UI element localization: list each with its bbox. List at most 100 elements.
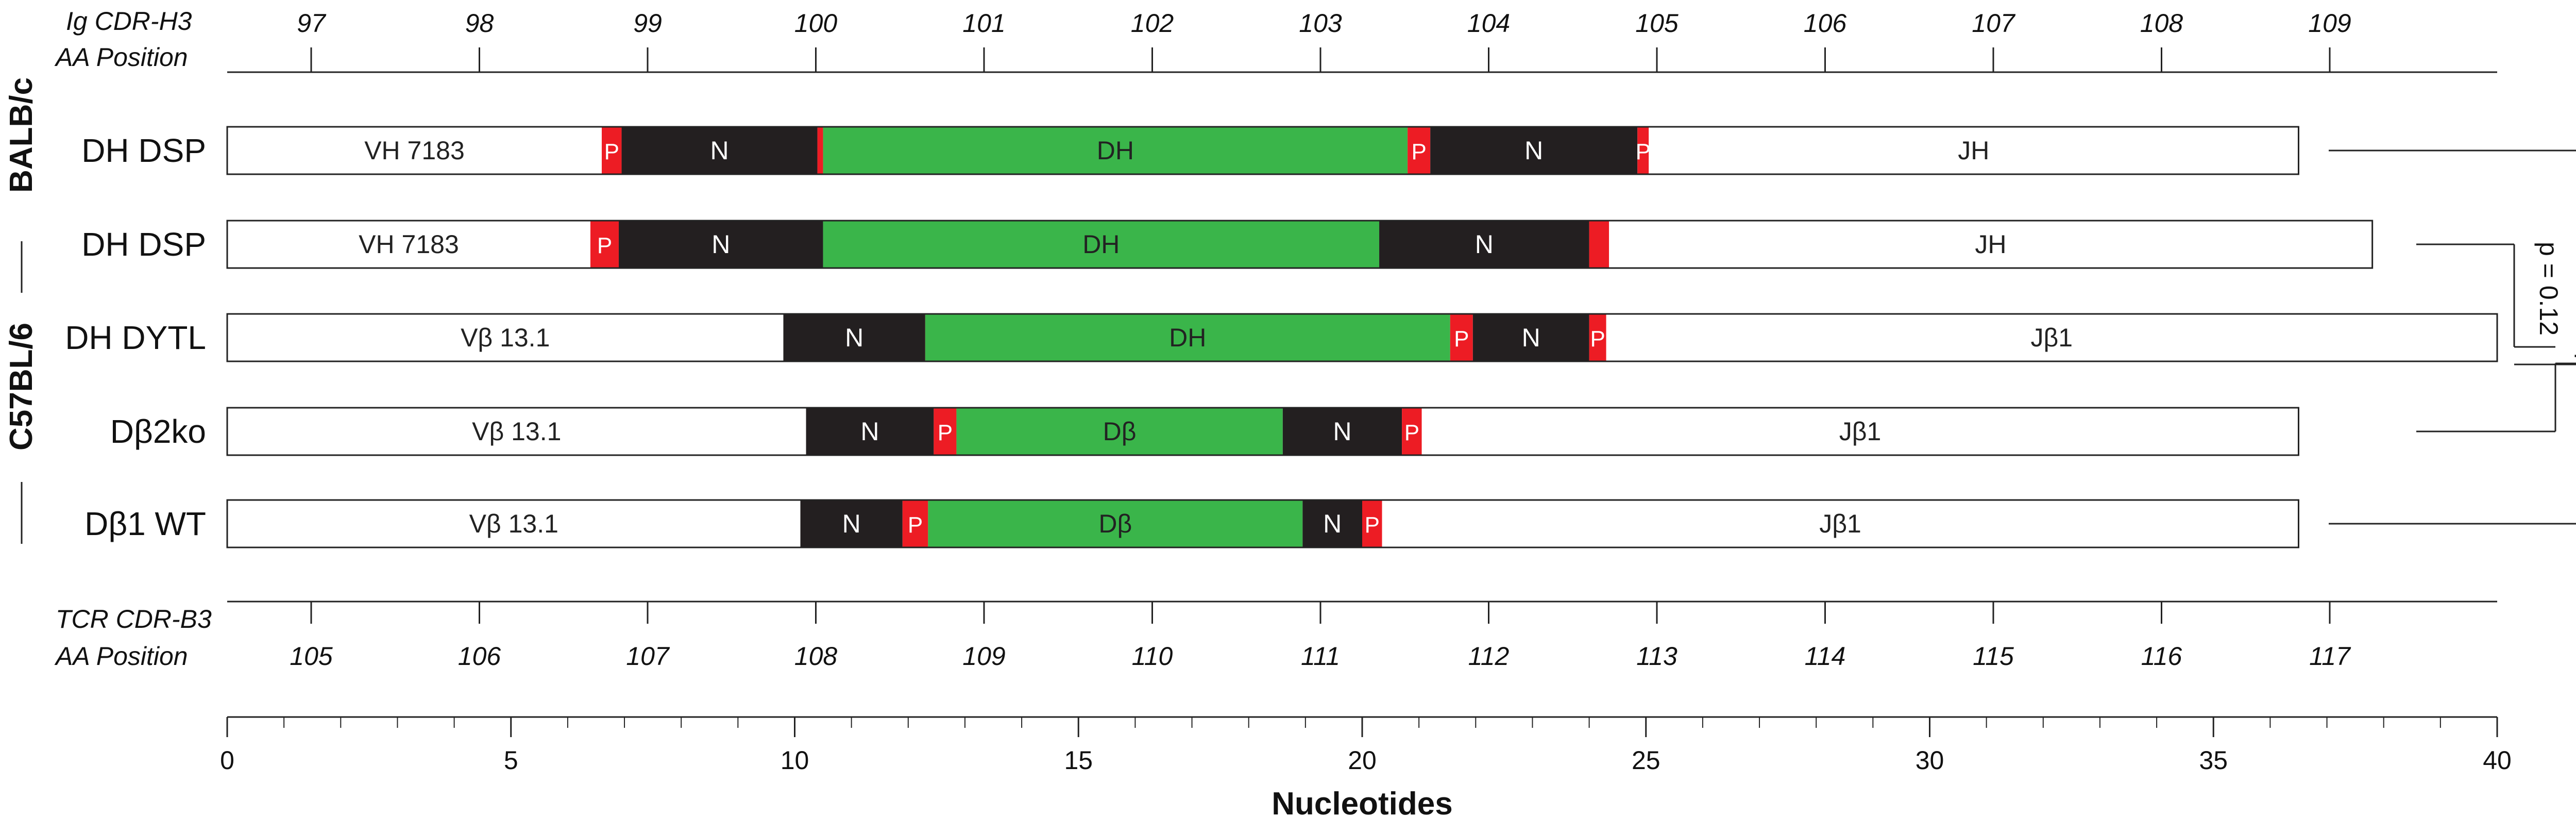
segment-label: N bbox=[845, 323, 863, 352]
top-axis-tick-label: 108 bbox=[2140, 9, 2183, 38]
segment-label: Dβ bbox=[1103, 417, 1137, 446]
nucleotide-axis-tick-label: 15 bbox=[1064, 746, 1093, 775]
top-axis-tick-label: 109 bbox=[2308, 9, 2351, 38]
sequence-row: DH DSP VH 7183 P N DH N JH bbox=[81, 220, 2374, 269]
d-region-segment bbox=[928, 500, 1303, 547]
n-region-segment bbox=[806, 408, 934, 455]
nucleotide-axis-title: Nucleotides bbox=[1272, 786, 1452, 822]
n-region-segment bbox=[783, 314, 925, 361]
top-axis-tick-label: 107 bbox=[1972, 9, 2016, 38]
p-region-segment bbox=[1589, 221, 1609, 268]
n-region-segment bbox=[1302, 500, 1362, 547]
germline-flank-segment bbox=[1382, 500, 2299, 547]
row-label: Dβ1 WT bbox=[84, 505, 206, 542]
p-region-segment bbox=[1402, 408, 1422, 455]
segment-label: DH bbox=[1082, 230, 1120, 259]
row-label: DH DYTL bbox=[65, 319, 206, 356]
germline-flank-segment bbox=[1609, 221, 2372, 268]
nucleotide-axis-tick-label: 20 bbox=[1348, 746, 1377, 775]
p-region-segment bbox=[1362, 500, 1382, 547]
bottom-axis-title-line1: TCR CDR-B3 bbox=[56, 605, 212, 634]
segment-label: N bbox=[1333, 417, 1351, 446]
germline-flank-segment bbox=[227, 127, 602, 174]
sequence-row: Dβ1 WT Vβ 13.1 N P Dβ N P Jβ1 bbox=[84, 499, 2299, 548]
strain-label-balbc: BALB/c bbox=[4, 77, 39, 193]
segment-label: N bbox=[711, 230, 730, 259]
nucleotide-axis-tick-label: 35 bbox=[2199, 746, 2228, 775]
significance-bracket: p = 0.005 bbox=[2416, 353, 2576, 461]
segment-label: N bbox=[1475, 230, 1494, 259]
p-region-segment bbox=[934, 408, 957, 455]
strain-labels: BALB/c C57BL/6 bbox=[4, 77, 39, 544]
segment-label: DH bbox=[1169, 323, 1206, 352]
tcr-cdr-b3-aa-axis: TCR CDR-B3 AA Position 105 106 107 108 109 11… bbox=[54, 601, 2497, 671]
significance-bracket: p = 0.02 bbox=[2329, 523, 2576, 525]
d-region-segment bbox=[823, 127, 1408, 174]
bottom-axis-title-line2: AA Position bbox=[54, 642, 188, 671]
nucleotide-axis-tick-label: 0 bbox=[220, 746, 234, 775]
segment-label: N bbox=[842, 509, 861, 538]
d-region-segment bbox=[823, 221, 1380, 268]
segment-label: N bbox=[1524, 136, 1543, 165]
p-region-label: P bbox=[908, 512, 923, 538]
bottom-aa-axis-tick-label: 106 bbox=[458, 642, 501, 671]
p-region-label: P bbox=[597, 233, 612, 258]
segment-label: Jβ1 bbox=[1839, 417, 1882, 446]
p-region-label: P bbox=[1636, 139, 1651, 164]
sequence-row: DH DYTL Vβ 13.1 N DH P N P Jβ1 bbox=[65, 313, 2498, 362]
segment-label: N bbox=[710, 136, 728, 165]
p-region-segment bbox=[1637, 127, 1649, 174]
segment-label: N bbox=[1323, 509, 1342, 538]
row-outline bbox=[226, 313, 2498, 362]
row-outline bbox=[226, 499, 2299, 548]
segment-label: N bbox=[1522, 323, 1540, 352]
p-region-label: P bbox=[1590, 326, 1605, 352]
bottom-aa-axis-tick-label: 111 bbox=[1301, 642, 1340, 671]
segment-label: Vβ 13.1 bbox=[469, 509, 558, 538]
segment-label: Jβ1 bbox=[2031, 323, 2073, 352]
segment-label: Jβ1 bbox=[1819, 509, 1861, 538]
p-region-segment bbox=[1589, 314, 1606, 361]
bottom-aa-axis-tick-label: 109 bbox=[962, 642, 1005, 671]
row-label: Dβ2ko bbox=[110, 413, 206, 450]
ig-cdr-h3-aa-axis: Ig CDR-H3 AA Position 97 98 99 100 101 102 103… bbox=[54, 7, 2497, 73]
segment-label: JH bbox=[1958, 136, 1989, 165]
p-region-label: P bbox=[1404, 420, 1419, 445]
row-outline bbox=[226, 126, 2299, 175]
p-region-label: P bbox=[1454, 326, 1469, 352]
germline-flank-segment bbox=[1606, 314, 2497, 361]
bottom-aa-axis-tick-label: 114 bbox=[1805, 642, 1846, 671]
bottom-aa-axis-tick-label: 113 bbox=[1636, 642, 1677, 671]
p-region-label: P bbox=[938, 420, 953, 445]
top-axis-title-line1: Ig CDR-H3 bbox=[66, 7, 192, 36]
n-region-segment bbox=[619, 221, 823, 268]
top-axis-tick-label: 101 bbox=[962, 9, 1005, 38]
bottom-aa-axis-tick-label: 115 bbox=[1973, 642, 2014, 671]
p-region-segment bbox=[590, 221, 619, 268]
segment-label: Dβ bbox=[1098, 509, 1132, 538]
top-axis-tick-label: 106 bbox=[1804, 9, 1847, 38]
top-axis-tick-label: 99 bbox=[633, 9, 662, 38]
top-axis-tick-label: 104 bbox=[1467, 9, 1510, 38]
germline-flank-segment bbox=[227, 221, 590, 268]
top-axis-tick-label: 102 bbox=[1131, 9, 1174, 38]
top-axis-tick-label: 98 bbox=[465, 9, 494, 38]
d-region-segment bbox=[925, 314, 1450, 361]
germline-flank-segment bbox=[1421, 408, 2299, 455]
segment-label: VH 7183 bbox=[364, 136, 465, 165]
top-axis-tick-label: 105 bbox=[1635, 9, 1679, 38]
germline-flank-segment bbox=[227, 314, 784, 361]
top-axis-tick-label: 103 bbox=[1299, 9, 1342, 38]
bottom-aa-axis-tick-label: 116 bbox=[2141, 642, 2182, 671]
germline-flank-segment bbox=[1649, 127, 2299, 174]
bottom-aa-axis-tick-label: 105 bbox=[290, 642, 333, 671]
bottom-aa-axis-tick-label: 107 bbox=[626, 642, 670, 671]
p-region-segment bbox=[1408, 127, 1431, 174]
nucleotide-axis-tick-label: 10 bbox=[781, 746, 809, 775]
p-region-segment bbox=[817, 127, 823, 174]
n-region-segment bbox=[1379, 221, 1589, 268]
top-axis-tick-label: 97 bbox=[297, 9, 327, 38]
segment-label: DH bbox=[1097, 136, 1134, 165]
bottom-aa-axis-tick-label: 112 bbox=[1468, 642, 1510, 671]
